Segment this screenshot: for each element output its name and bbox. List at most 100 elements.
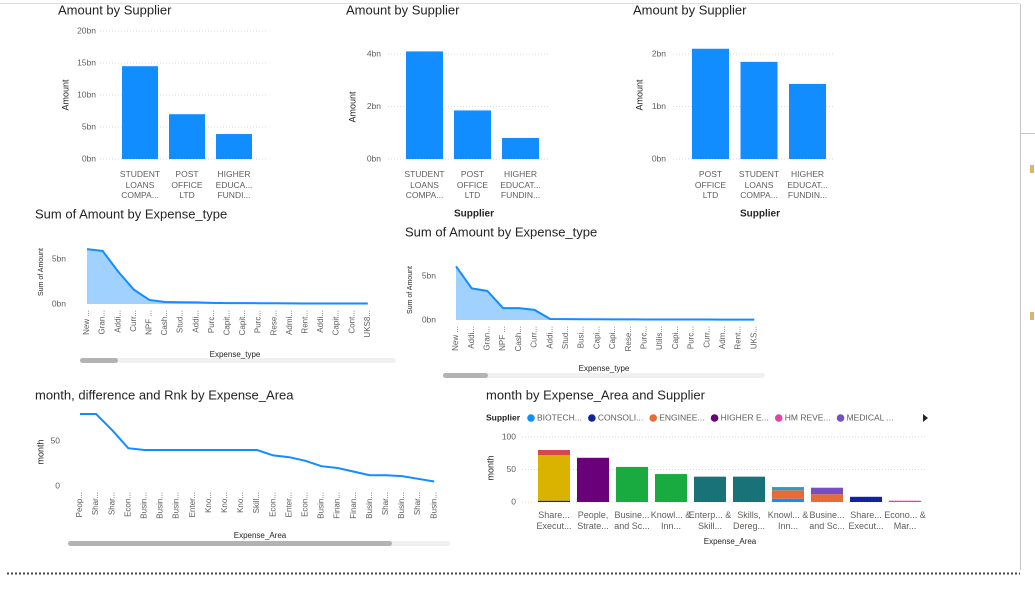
bar (169, 114, 205, 159)
x-tick-label: Addi... (191, 310, 200, 333)
y-tick-label: 50 (507, 464, 517, 474)
y-tick-label: 5bn (52, 253, 66, 263)
x-tick-label: Skill... (252, 492, 261, 513)
y-tick-label: 4bn (367, 48, 381, 58)
x-tick-label: Stud... (176, 310, 185, 333)
chart-title: Amount by Supplier (346, 2, 460, 17)
x-tick-label: Enter... (284, 492, 293, 517)
chart-title: Amount by Supplier (58, 2, 172, 17)
legend-marker (527, 414, 535, 422)
x-tick-label: Purc... (207, 310, 216, 333)
x-tick-label: Finan... (333, 492, 342, 519)
x-axis-label: Expense_type (210, 350, 261, 359)
x-tick-label: POST OFFICE LTD (694, 169, 727, 200)
legend-label: HIGHER E... (721, 412, 769, 422)
x-tick-label: Busin... (156, 492, 165, 519)
x-tick-label: Busin... (365, 492, 374, 519)
bar (454, 110, 491, 159)
x-tick-label: Gran... (483, 326, 492, 350)
y-tick-label: 5bn (82, 121, 96, 131)
x-tick-label: HIGHER EDUCA... FUNDI... (215, 169, 253, 200)
chart-title: Amount by Supplier (633, 2, 747, 17)
x-tick-label: Knowl... & Inn... (650, 510, 692, 531)
chart-title: month, difference and Rnk by Expense_Are… (35, 387, 294, 402)
y-axis-label: Amount (634, 79, 644, 111)
x-tick-label: Busi... (577, 326, 586, 348)
legend-marker (588, 414, 596, 422)
y-tick-label: 0 (55, 480, 60, 490)
x-tick-label: Busin... (172, 492, 181, 519)
scrollbar-thumb[interactable] (68, 541, 392, 546)
bar-segment (694, 476, 726, 502)
x-tick-label: Skills, Dereg... (732, 510, 765, 531)
x-tick-label: HIGHER EDUCAT... FUNDIN... (787, 169, 828, 200)
x-tick-label: Kno... (236, 492, 245, 513)
area (456, 266, 755, 320)
x-tick-label: Purc... (687, 326, 696, 349)
y-axis-label: month (485, 455, 495, 480)
x-tick-label: Cont... (347, 310, 356, 334)
bar-segment (577, 457, 609, 502)
y-axis-label: month (35, 439, 45, 464)
legend-marker (774, 414, 783, 422)
bar-segment (538, 455, 570, 501)
x-tick-label: Admi... (285, 310, 294, 335)
scrollbar-track (80, 358, 396, 363)
x-tick-label: Share... Execut... (848, 510, 884, 531)
scrollbar-thumb[interactable] (80, 358, 118, 363)
legend-label: BIOTECH... (537, 412, 582, 422)
x-tick-label: Addi... (545, 326, 554, 349)
legend-label: ENGINEE... (659, 412, 704, 422)
x-axis-label: Supplier (454, 209, 494, 220)
bar-segment (811, 487, 843, 495)
x-tick-label: New ... (451, 326, 460, 351)
x-tick-label: Rese... (624, 326, 633, 351)
x-tick-label: Enterp... & Skill... (688, 510, 732, 531)
x-tick-label: Shar... (413, 492, 422, 515)
bar (740, 61, 778, 159)
x-axis-label: Expense_Area (704, 537, 757, 546)
x-tick-label: UKS... (749, 326, 758, 349)
x-tick-label: NPF ... (145, 310, 154, 335)
y-axis-label: Sum of Amount (38, 248, 45, 296)
chart-title: month by Expense_Area and Supplier (486, 387, 706, 402)
legend-label: MEDICAL ... (847, 412, 894, 422)
x-tick-label: Cash... (514, 326, 523, 351)
x-tick-label: NPF ... (498, 326, 507, 351)
x-tick-label: Addi... (113, 310, 122, 333)
x-tick-label: HIGHER EDUCAT... FUNDIN... (500, 169, 541, 200)
scrollbar-track (443, 373, 765, 378)
scrollbar-thumb[interactable] (443, 373, 488, 378)
y-tick-label: 0bn (52, 298, 66, 308)
bar-segment (889, 500, 921, 502)
bar (692, 48, 729, 159)
x-tick-label: Capi... (608, 326, 617, 349)
bar (502, 138, 539, 159)
x-tick-label: Utilis... (655, 326, 664, 350)
bar-segment (811, 494, 843, 502)
x-tick-label: Finan... (349, 492, 358, 519)
legend-label: CONSOLI... (598, 412, 643, 422)
x-tick-label: Gran... (98, 310, 107, 334)
bar (789, 83, 826, 159)
y-tick-label: 15bn (77, 57, 96, 67)
x-tick-label: Rent... (734, 326, 743, 350)
x-tick-label: Addi... (316, 310, 325, 333)
bar-segment (772, 490, 804, 499)
y-tick-label: 0bn (652, 153, 666, 163)
y-tick-label: 50 (51, 435, 61, 445)
x-tick-label: Cash... (160, 310, 169, 335)
y-axis-label: Amount (60, 79, 70, 111)
x-tick-label: Econ... (301, 492, 310, 517)
x-tick-label: Curr... (702, 326, 711, 348)
x-tick-label: Econ... (123, 492, 132, 517)
bar-segment (850, 496, 882, 502)
chart-title: Sum of Amount by Expense_type (35, 206, 227, 221)
x-tick-label: Busine... and Sc... (614, 510, 650, 531)
bar-segment (538, 450, 570, 456)
legend-next-arrow[interactable] (923, 414, 928, 422)
x-tick-label: Busin... (140, 492, 149, 519)
x-tick-label: STUDENT LOANS COMPA... (119, 169, 161, 200)
legend-marker (649, 414, 658, 422)
x-tick-label: Rese... (269, 310, 278, 335)
